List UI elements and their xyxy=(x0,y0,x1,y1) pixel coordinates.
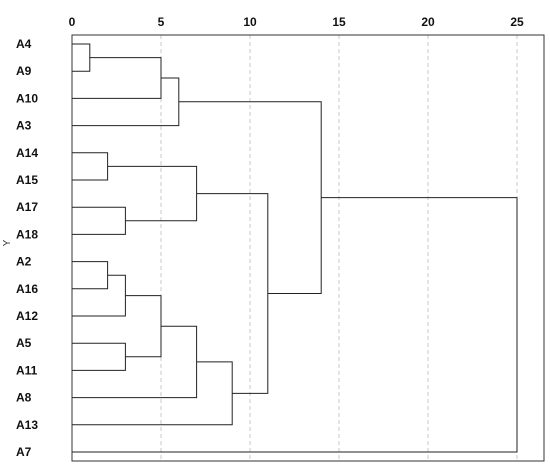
dendrogram-link xyxy=(72,77,180,127)
leaf-label: A3 xyxy=(16,119,32,133)
leaf-label: A13 xyxy=(16,418,38,432)
leaf-label: A11 xyxy=(16,363,38,377)
leaf-label: A12 xyxy=(16,309,38,323)
dendrogram-link xyxy=(72,197,518,453)
x-tick-label: 15 xyxy=(332,15,346,29)
leaf-label: A8 xyxy=(16,391,32,405)
x-tick-label: 5 xyxy=(158,15,165,29)
dendrogram-links xyxy=(72,43,518,453)
leaf-label: A5 xyxy=(16,336,32,350)
dendrogram-link xyxy=(72,57,162,99)
leaf-label: A9 xyxy=(16,64,32,78)
x-tick-label: 20 xyxy=(421,15,435,29)
leaf-label: A10 xyxy=(16,91,38,105)
x-tick-labels: 0 5 10 15 20 25 xyxy=(69,15,524,29)
dendrogram-link xyxy=(107,165,198,222)
x-tick-label: 0 xyxy=(69,15,76,29)
dendrogram-link xyxy=(72,274,126,317)
dendrogram-link xyxy=(72,342,126,371)
dendrogram-link xyxy=(72,325,198,399)
dendrogram-link xyxy=(125,295,162,358)
leaf-labels: A4 A9 A10 A3 A14 A15 A17 A18 A2 A16 A12 A5 A11 A8 A13 A… xyxy=(16,37,38,459)
x-tick-label: 10 xyxy=(243,15,257,29)
dendrogram-link xyxy=(72,43,91,72)
leaf-label: A16 xyxy=(16,282,38,296)
leaf-label: A15 xyxy=(16,173,38,187)
dendrogram-link xyxy=(72,361,233,426)
y-axis-label: Y xyxy=(2,239,13,246)
leaf-label: A7 xyxy=(16,445,32,459)
x-tick-label: 25 xyxy=(510,15,524,29)
leaf-label: A17 xyxy=(16,200,38,214)
grid-layer xyxy=(160,35,518,461)
dendrogram-link xyxy=(72,206,126,235)
plot-frame xyxy=(71,34,545,462)
leaf-label: A2 xyxy=(16,255,32,269)
leaf-label: A4 xyxy=(16,37,32,51)
dendrogram-link xyxy=(72,261,109,290)
leaf-label: A14 xyxy=(16,146,38,160)
leaf-label: A18 xyxy=(16,227,38,241)
dendrogram-link xyxy=(72,152,109,181)
